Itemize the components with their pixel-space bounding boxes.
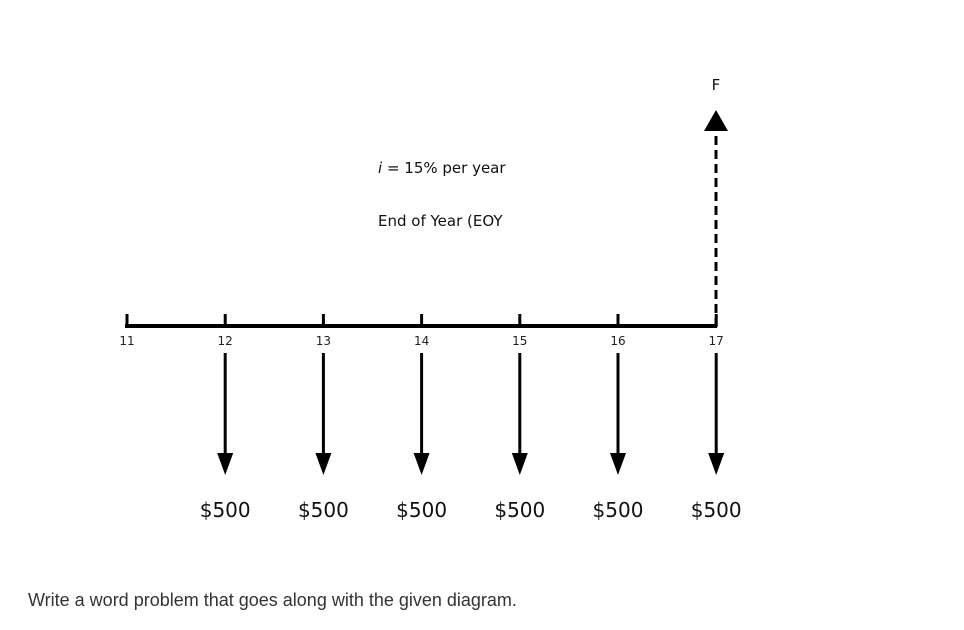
payment-amount-label: $500 — [494, 498, 545, 522]
payment-arrowhead — [315, 453, 332, 475]
cash-flow-diagram: i = 15% per year End of Year (EOY F 11 12… — [119, 76, 742, 522]
period-label: 17 — [709, 334, 724, 348]
question-prompt: Write a word problem that goes along wit… — [28, 590, 517, 610]
period-label: 14 — [414, 334, 429, 348]
interest-rate-value: = 15% per year — [382, 159, 506, 177]
period-label: 15 — [512, 334, 527, 348]
payment-arrowhead — [708, 453, 725, 475]
period-label: 11 — [119, 334, 134, 348]
future-value-arrowhead — [704, 110, 728, 131]
payment-arrowhead — [217, 453, 234, 475]
period-label: 12 — [218, 334, 233, 348]
payment-amount-label: $500 — [298, 498, 349, 522]
payment-amount-label: $500 — [396, 498, 447, 522]
payment-amount-label: $500 — [593, 498, 644, 522]
timing-convention-label: End of Year (EOY — [378, 212, 503, 230]
interest-rate-symbol: i — [378, 159, 383, 177]
payment-arrowhead — [511, 453, 528, 475]
period-label: 13 — [316, 334, 331, 348]
payment-arrowhead — [610, 453, 626, 475]
period-label: 16 — [610, 334, 625, 348]
future-value-label: F — [712, 76, 721, 94]
payment-amount-label: $500 — [200, 498, 251, 522]
period-ticks: 11 12 13 14 15 16 17 — [119, 314, 724, 348]
payment-amount-label: $500 — [691, 498, 742, 522]
payment-arrows: $500 $500 $500 $500 $500 $500 — [200, 353, 742, 522]
payment-arrowhead — [413, 453, 430, 475]
interest-rate-label: i = 15% per year — [378, 159, 506, 177]
